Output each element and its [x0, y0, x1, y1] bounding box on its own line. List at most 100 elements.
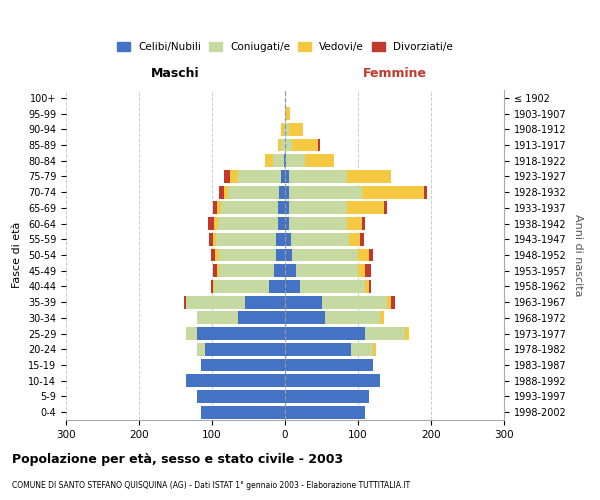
Bar: [369, 280, 371, 293]
Bar: [285, 107, 286, 120]
Bar: [211, 248, 215, 262]
Bar: [245, 296, 285, 308]
Bar: [218, 248, 275, 262]
Bar: [228, 186, 279, 198]
Bar: [197, 312, 238, 324]
Bar: [220, 264, 274, 277]
Bar: [214, 217, 218, 230]
Bar: [289, 123, 303, 136]
Bar: [238, 312, 285, 324]
Bar: [362, 217, 365, 230]
Bar: [291, 233, 349, 245]
Bar: [281, 170, 285, 183]
Bar: [209, 233, 213, 245]
Bar: [347, 217, 362, 230]
Bar: [292, 248, 358, 262]
Bar: [217, 233, 276, 245]
Bar: [285, 374, 380, 387]
Bar: [217, 202, 221, 214]
Bar: [285, 217, 289, 230]
Bar: [299, 280, 365, 293]
Bar: [278, 202, 285, 214]
Bar: [285, 343, 350, 355]
Bar: [286, 107, 290, 120]
Bar: [373, 343, 376, 355]
Bar: [365, 327, 406, 340]
Bar: [285, 233, 291, 245]
Bar: [187, 327, 197, 340]
Bar: [383, 202, 387, 214]
Bar: [369, 248, 373, 262]
Bar: [289, 202, 347, 214]
Bar: [284, 154, 285, 167]
Bar: [325, 312, 380, 324]
Bar: [350, 343, 373, 355]
Bar: [347, 170, 391, 183]
Bar: [296, 264, 358, 277]
Bar: [197, 327, 285, 340]
Bar: [187, 296, 245, 308]
Bar: [360, 233, 364, 245]
Bar: [285, 312, 325, 324]
Bar: [318, 138, 320, 151]
Text: Popolazione per età, sesso e stato civile - 2003: Popolazione per età, sesso e stato civil…: [12, 452, 343, 466]
Bar: [230, 170, 238, 183]
Text: Femmine: Femmine: [362, 67, 427, 80]
Bar: [285, 264, 296, 277]
Bar: [279, 186, 285, 198]
Bar: [358, 264, 365, 277]
Bar: [276, 233, 285, 245]
Text: COMUNE DI SANTO STEFANO QUISQUINA (AG) - Dati ISTAT 1° gennaio 2003 - Elaborazio: COMUNE DI SANTO STEFANO QUISQUINA (AG) -…: [12, 481, 410, 490]
Bar: [285, 248, 292, 262]
Bar: [269, 280, 285, 293]
Bar: [278, 138, 281, 151]
Bar: [187, 374, 285, 387]
Bar: [205, 343, 285, 355]
Bar: [285, 154, 286, 167]
Bar: [285, 296, 322, 308]
Bar: [211, 280, 213, 293]
Bar: [213, 280, 214, 293]
Bar: [215, 248, 218, 262]
Bar: [285, 186, 289, 198]
Bar: [281, 123, 284, 136]
Bar: [322, 296, 387, 308]
Bar: [184, 296, 187, 308]
Y-axis label: Fasce di età: Fasce di età: [13, 222, 22, 288]
Bar: [214, 264, 217, 277]
Bar: [272, 154, 284, 167]
Bar: [197, 390, 285, 403]
Bar: [347, 202, 383, 214]
Y-axis label: Anni di nascita: Anni di nascita: [573, 214, 583, 296]
Bar: [285, 123, 289, 136]
Bar: [281, 138, 285, 151]
Bar: [224, 186, 228, 198]
Bar: [208, 217, 214, 230]
Bar: [217, 264, 220, 277]
Bar: [265, 154, 272, 167]
Bar: [201, 406, 285, 418]
Bar: [285, 280, 299, 293]
Bar: [221, 202, 278, 214]
Bar: [218, 186, 224, 198]
Bar: [285, 406, 365, 418]
Bar: [358, 248, 369, 262]
Bar: [305, 154, 334, 167]
Bar: [274, 264, 285, 277]
Bar: [391, 296, 395, 308]
Bar: [214, 280, 269, 293]
Bar: [365, 264, 371, 277]
Bar: [365, 280, 369, 293]
Bar: [285, 170, 289, 183]
Bar: [218, 217, 278, 230]
Bar: [285, 138, 292, 151]
Bar: [213, 233, 217, 245]
Bar: [285, 202, 289, 214]
Bar: [224, 170, 230, 183]
Text: Maschi: Maschi: [151, 67, 200, 80]
Bar: [424, 186, 427, 198]
Bar: [238, 170, 281, 183]
Bar: [286, 154, 305, 167]
Bar: [278, 217, 285, 230]
Bar: [285, 390, 369, 403]
